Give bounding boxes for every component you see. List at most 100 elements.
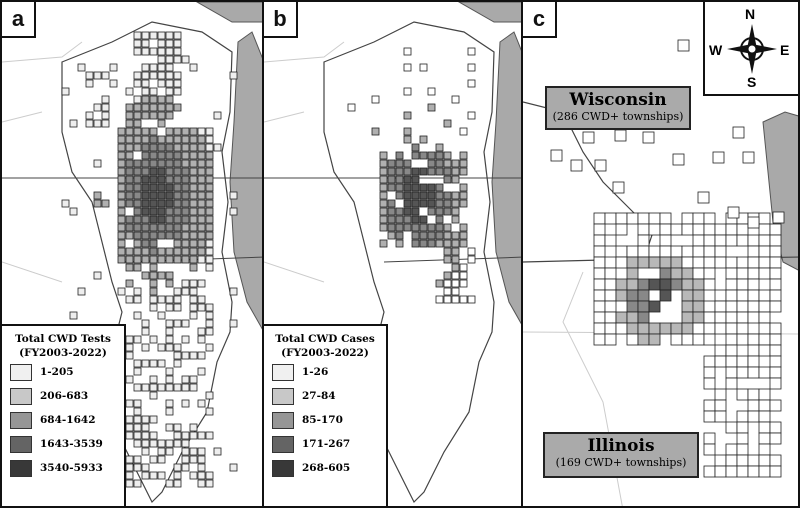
township-cell bbox=[692, 289, 705, 302]
township-cell bbox=[714, 465, 727, 478]
township-cell bbox=[379, 191, 388, 200]
township-cell bbox=[125, 335, 134, 344]
township-cell bbox=[451, 95, 460, 104]
township-cell bbox=[411, 167, 420, 176]
township-cell bbox=[435, 159, 444, 168]
township-cell bbox=[189, 375, 198, 384]
township-cell bbox=[173, 167, 182, 176]
township-cell bbox=[395, 223, 404, 232]
township-cell bbox=[712, 151, 725, 164]
township-cell bbox=[747, 289, 760, 302]
township-cell bbox=[403, 47, 412, 56]
township-cell bbox=[387, 175, 396, 184]
township-cell bbox=[435, 199, 444, 208]
township-cell bbox=[387, 199, 396, 208]
township-cell bbox=[197, 455, 206, 464]
township-cell bbox=[443, 199, 452, 208]
township-cell bbox=[594, 159, 607, 172]
township-cell bbox=[697, 191, 710, 204]
township-cell bbox=[165, 95, 174, 104]
township-cell bbox=[648, 300, 661, 313]
township-cell bbox=[435, 279, 444, 288]
township-cell bbox=[125, 479, 134, 488]
township-cell bbox=[173, 39, 182, 48]
township-cell bbox=[141, 239, 150, 248]
township-cell bbox=[189, 151, 198, 160]
township-cell bbox=[173, 223, 182, 232]
township-cell bbox=[141, 159, 150, 168]
township-cell bbox=[173, 479, 182, 488]
township-cell bbox=[379, 151, 388, 160]
township-cell bbox=[403, 159, 412, 168]
township-cell bbox=[157, 343, 166, 352]
township-cell bbox=[133, 71, 142, 80]
township-cell bbox=[173, 351, 182, 360]
township-cell bbox=[769, 333, 782, 346]
township-cell bbox=[205, 431, 214, 440]
township-cell bbox=[725, 234, 738, 247]
township-cell bbox=[173, 79, 182, 88]
township-cell bbox=[117, 127, 126, 136]
township-cell bbox=[93, 271, 102, 280]
township-cell bbox=[141, 223, 150, 232]
township-cell bbox=[403, 111, 412, 120]
township-cell bbox=[670, 333, 683, 346]
township-cell bbox=[451, 287, 460, 296]
township-cell bbox=[197, 127, 206, 136]
township-cell bbox=[379, 159, 388, 168]
state-outline bbox=[323, 21, 495, 504]
township-cell bbox=[670, 245, 683, 258]
township-cell bbox=[173, 31, 182, 40]
township-cell bbox=[189, 351, 198, 360]
township-cell bbox=[395, 159, 404, 168]
township-cell bbox=[197, 255, 206, 264]
township-cell bbox=[347, 103, 356, 112]
township-cell bbox=[189, 447, 198, 456]
township-cell bbox=[703, 256, 716, 269]
township-cell bbox=[125, 103, 134, 112]
township-cell bbox=[141, 39, 150, 48]
township-cell bbox=[692, 278, 705, 291]
township-cell bbox=[133, 127, 142, 136]
township-cell bbox=[205, 247, 214, 256]
township-cell bbox=[157, 471, 166, 480]
township-cell bbox=[149, 111, 158, 120]
township-cell bbox=[181, 319, 190, 328]
township-cell bbox=[626, 212, 639, 225]
township-cell bbox=[593, 278, 606, 291]
township-cell bbox=[769, 454, 782, 467]
township-cell bbox=[395, 231, 404, 240]
township-cell bbox=[403, 207, 412, 216]
township-cell bbox=[725, 454, 738, 467]
township-cell bbox=[467, 111, 476, 120]
township-cell bbox=[141, 471, 150, 480]
township-cell bbox=[443, 287, 452, 296]
township-cell bbox=[117, 135, 126, 144]
township-cell bbox=[703, 234, 716, 247]
township-cell bbox=[747, 300, 760, 313]
township-cell bbox=[117, 223, 126, 232]
township-cell bbox=[117, 255, 126, 264]
township-cell bbox=[165, 231, 174, 240]
township-cell bbox=[117, 239, 126, 248]
township-cell bbox=[681, 267, 694, 280]
township-cell bbox=[149, 335, 158, 344]
compass-east: E bbox=[780, 42, 790, 58]
township-cell bbox=[681, 278, 694, 291]
township-cell bbox=[189, 63, 198, 72]
township-cell bbox=[149, 295, 158, 304]
township-cell bbox=[165, 175, 174, 184]
township-cell bbox=[189, 287, 198, 296]
township-cell bbox=[714, 256, 727, 269]
township-cell bbox=[659, 278, 672, 291]
township-cell bbox=[205, 143, 214, 152]
township-cell bbox=[149, 207, 158, 216]
township-cell bbox=[229, 207, 238, 216]
township-cell bbox=[379, 239, 388, 248]
township-cell bbox=[181, 191, 190, 200]
township-cell bbox=[197, 159, 206, 168]
township-cell bbox=[165, 383, 174, 392]
township-cell bbox=[467, 63, 476, 72]
township-cell bbox=[189, 135, 198, 144]
township-cell bbox=[125, 215, 134, 224]
